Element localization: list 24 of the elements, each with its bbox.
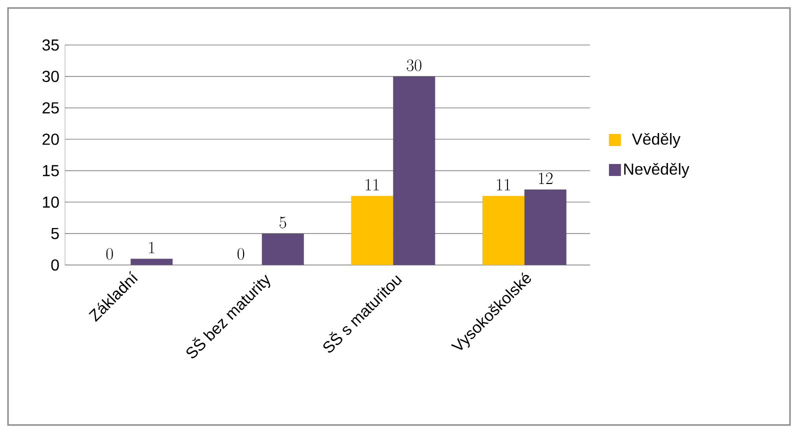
y-tick-label: 20 bbox=[42, 134, 59, 145]
bar bbox=[262, 234, 304, 265]
bar bbox=[351, 196, 394, 265]
data-label: 11 bbox=[496, 178, 510, 190]
bar bbox=[130, 258, 173, 265]
data-label: 12 bbox=[538, 172, 553, 184]
y-tick-label: 35 bbox=[42, 39, 59, 51]
data-label: 0 bbox=[106, 248, 113, 260]
data-label: 5 bbox=[280, 216, 286, 228]
data-label: 30 bbox=[406, 60, 422, 72]
y-tick-label: 25 bbox=[42, 102, 59, 114]
legend-label: Nevěděly bbox=[624, 162, 690, 178]
bar bbox=[524, 190, 566, 265]
y-tick-label: 10 bbox=[42, 196, 59, 208]
y-tick-label: 5 bbox=[51, 228, 59, 240]
y-tick-label: 30 bbox=[42, 70, 59, 82]
data-label: 1 bbox=[149, 242, 154, 254]
bar bbox=[393, 76, 436, 265]
bar bbox=[482, 196, 524, 265]
y-tick-label: 15 bbox=[42, 165, 59, 176]
y-tick-label: 0 bbox=[51, 259, 59, 271]
legend-label: Věděly bbox=[632, 132, 680, 148]
data-label: 11 bbox=[366, 178, 379, 190]
data-label: 0 bbox=[238, 248, 244, 260]
